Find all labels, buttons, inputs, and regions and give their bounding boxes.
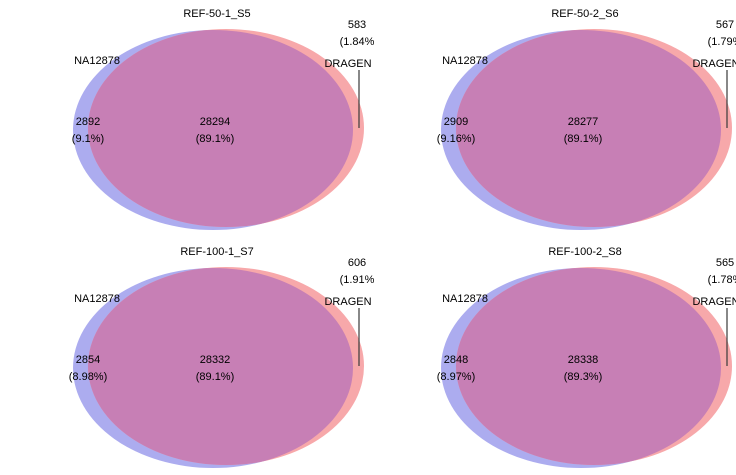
count-value: 2892 — [75, 116, 101, 128]
venn-panel-ref-100-2-s8: REF-100-2_S8 NA12878 DRAGEN 565 (1.78% 2… — [368, 238, 736, 475]
na12878-only-count: 2854 (8.98%) — [69, 352, 108, 386]
set-a-label: NA12878 — [442, 55, 488, 67]
na12878-only-count: 2892 (9.1%) — [72, 114, 104, 148]
panel-title: REF-50-2_S6 — [551, 8, 619, 20]
dragen-only-count: 567 (1.79% — [708, 17, 736, 51]
count-value: 2909 — [443, 116, 469, 128]
overlap-region — [88, 268, 353, 465]
venn-diagram — [441, 267, 732, 468]
count-value: 28332 — [199, 354, 231, 366]
na12878-only-count: 2909 (9.16%) — [437, 114, 476, 148]
count-pct: (8.98%) — [68, 371, 108, 383]
count-pct: (8.97%) — [436, 371, 476, 383]
overlap-region — [456, 268, 721, 465]
count-value: 28294 — [199, 116, 231, 128]
overlap-region — [88, 30, 353, 227]
count-pct: (89.1%) — [195, 371, 235, 383]
set-b-label: DRAGEN — [692, 58, 736, 70]
dragen-only-count: 565 (1.78% — [708, 255, 736, 289]
panel-title: REF-100-2_S8 — [548, 246, 622, 258]
count-pct: (9.1%) — [71, 133, 105, 145]
count-pct: (1.78% — [707, 274, 736, 286]
set-a-label: NA12878 — [74, 55, 120, 67]
count-value: 28338 — [567, 354, 599, 366]
venn-diagram — [73, 267, 364, 468]
count-value: 28277 — [567, 116, 599, 128]
na12878-only-count: 2848 (8.97%) — [437, 352, 476, 386]
count-pct: (1.79% — [707, 36, 736, 48]
count-pct: (1.84% — [339, 36, 375, 48]
count-value: 567 — [715, 19, 735, 31]
intersection-count: 28332 (89.1%) — [196, 352, 235, 386]
set-a-label: NA12878 — [74, 293, 120, 305]
overlap-region — [456, 30, 721, 227]
panel-title: REF-50-1_S5 — [183, 8, 251, 20]
set-b-label: DRAGEN — [692, 296, 736, 308]
set-a-label: NA12878 — [442, 293, 488, 305]
count-value: 2848 — [443, 354, 469, 366]
count-value: 606 — [347, 257, 367, 269]
count-pct: (89.3%) — [563, 371, 603, 383]
panel-title: REF-100-1_S7 — [180, 246, 254, 258]
set-b-label: DRAGEN — [324, 58, 372, 70]
count-value: 565 — [715, 257, 735, 269]
venn-panel-ref-100-1-s7: REF-100-1_S7 NA12878 DRAGEN 606 (1.91% 2… — [0, 238, 374, 475]
dragen-only-count: 606 (1.91% — [340, 255, 375, 289]
count-value: 583 — [347, 19, 367, 31]
dragen-only-count: 583 (1.84% — [340, 17, 375, 51]
venn-panel-ref-50-1-s5: REF-50-1_S5 NA12878 DRAGEN 583 (1.84% 28… — [0, 0, 374, 238]
count-pct: (1.91% — [339, 274, 375, 286]
count-value: 2854 — [75, 354, 101, 366]
set-b-label: DRAGEN — [324, 296, 372, 308]
venn-diagram — [441, 29, 732, 230]
intersection-count: 28294 (89.1%) — [196, 114, 235, 148]
count-pct: (9.16%) — [436, 133, 476, 145]
intersection-count: 28338 (89.3%) — [564, 352, 603, 386]
count-pct: (89.1%) — [563, 133, 603, 145]
venn-diagram — [73, 29, 364, 230]
count-pct: (89.1%) — [195, 133, 235, 145]
intersection-count: 28277 (89.1%) — [564, 114, 603, 148]
venn-panel-ref-50-2-s6: REF-50-2_S6 NA12878 DRAGEN 567 (1.79% 29… — [368, 0, 736, 238]
